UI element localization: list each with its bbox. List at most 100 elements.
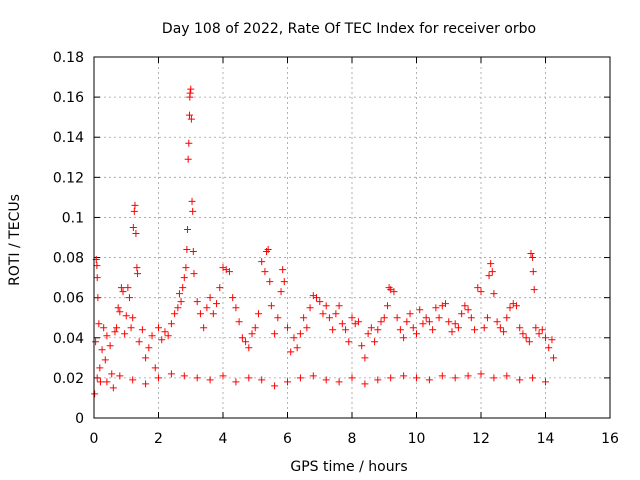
chart-grid <box>94 57 610 418</box>
data-point <box>503 372 511 380</box>
data-point <box>371 338 379 346</box>
data-point <box>493 318 501 326</box>
data-point <box>487 260 495 268</box>
data-point <box>348 374 356 382</box>
data-point <box>200 324 208 332</box>
data-point <box>129 314 137 322</box>
data-point <box>458 310 466 318</box>
data-point <box>155 374 162 382</box>
data-point <box>245 344 253 352</box>
data-point <box>106 342 114 350</box>
data-point <box>95 320 103 328</box>
data-point <box>429 326 437 334</box>
data-point <box>103 332 111 340</box>
data-point <box>422 314 430 322</box>
data-point <box>148 332 156 340</box>
y-tick-label: 0.18 <box>53 50 84 66</box>
data-point <box>538 326 546 334</box>
data-point <box>186 89 194 97</box>
data-point <box>232 304 240 312</box>
data-point <box>525 338 533 346</box>
data-point <box>190 270 198 278</box>
data-point <box>93 274 101 282</box>
data-point <box>213 300 221 308</box>
x-axis: 0 2 4 6 8 10 12 14 16 <box>90 57 619 447</box>
data-point <box>219 372 227 380</box>
data-point <box>409 324 417 332</box>
y-tick-label: 0.12 <box>53 170 84 186</box>
data-point <box>348 314 356 322</box>
data-point <box>445 318 453 326</box>
data-point <box>406 310 414 318</box>
data-point <box>419 320 427 328</box>
data-point <box>125 294 133 302</box>
data-point <box>300 314 308 322</box>
data-point <box>184 225 192 233</box>
data-point <box>335 302 343 310</box>
data-point <box>374 376 382 384</box>
data-point <box>135 338 143 346</box>
data-point <box>387 374 395 382</box>
data-point <box>93 262 101 270</box>
data-point <box>303 324 311 332</box>
data-point <box>133 264 141 272</box>
data-point <box>471 326 479 334</box>
y-axis: 0 0.02 0.04 0.06 0.08 0.1 0.12 0.14 0.16 0.18 <box>53 50 610 427</box>
data-point <box>274 314 282 322</box>
data-point <box>383 302 391 310</box>
data-point <box>185 139 193 147</box>
data-point <box>264 246 272 254</box>
data-point <box>164 332 172 340</box>
data-point <box>400 334 408 342</box>
data-point <box>131 201 139 209</box>
data-point <box>290 334 298 342</box>
data-point <box>171 310 179 318</box>
data-point <box>258 376 266 384</box>
data-point <box>229 294 237 302</box>
data-point <box>293 344 301 352</box>
data-point <box>432 304 440 312</box>
data-point <box>189 207 197 215</box>
data-point <box>189 248 197 256</box>
data-point <box>94 294 102 302</box>
data-point <box>175 290 183 298</box>
data-point <box>267 302 275 310</box>
data-point <box>490 290 498 298</box>
data-point <box>116 308 124 316</box>
data-point <box>488 268 496 276</box>
data-point <box>483 314 491 322</box>
data-point <box>277 288 285 296</box>
data-point <box>134 270 142 278</box>
data-point <box>319 310 327 318</box>
data-point <box>313 294 321 302</box>
data-point <box>132 229 140 237</box>
x-tick-label: 0 <box>90 431 99 447</box>
data-point <box>322 376 330 384</box>
data-point <box>380 314 388 322</box>
data-point <box>245 374 253 382</box>
data-point <box>477 288 485 296</box>
data-point <box>196 310 204 318</box>
data-point <box>529 374 537 382</box>
data-point <box>361 380 369 388</box>
data-point <box>124 284 132 292</box>
data-point <box>396 326 404 334</box>
data-point <box>122 312 130 320</box>
y-tick-label: 0.14 <box>53 130 84 146</box>
data-point <box>235 318 243 326</box>
x-tick-label: 16 <box>601 431 619 447</box>
data-point <box>193 298 201 306</box>
data-point <box>184 155 192 163</box>
data-point <box>522 334 530 342</box>
data-point <box>477 370 485 378</box>
data-point <box>542 334 549 342</box>
data-point <box>216 284 224 292</box>
data-point <box>121 330 129 338</box>
data-point <box>271 330 279 338</box>
data-point <box>506 304 514 312</box>
data-point <box>332 310 340 318</box>
data-point <box>151 364 159 372</box>
y-tick-label: 0.02 <box>53 371 84 387</box>
x-tick-label: 10 <box>408 431 426 447</box>
